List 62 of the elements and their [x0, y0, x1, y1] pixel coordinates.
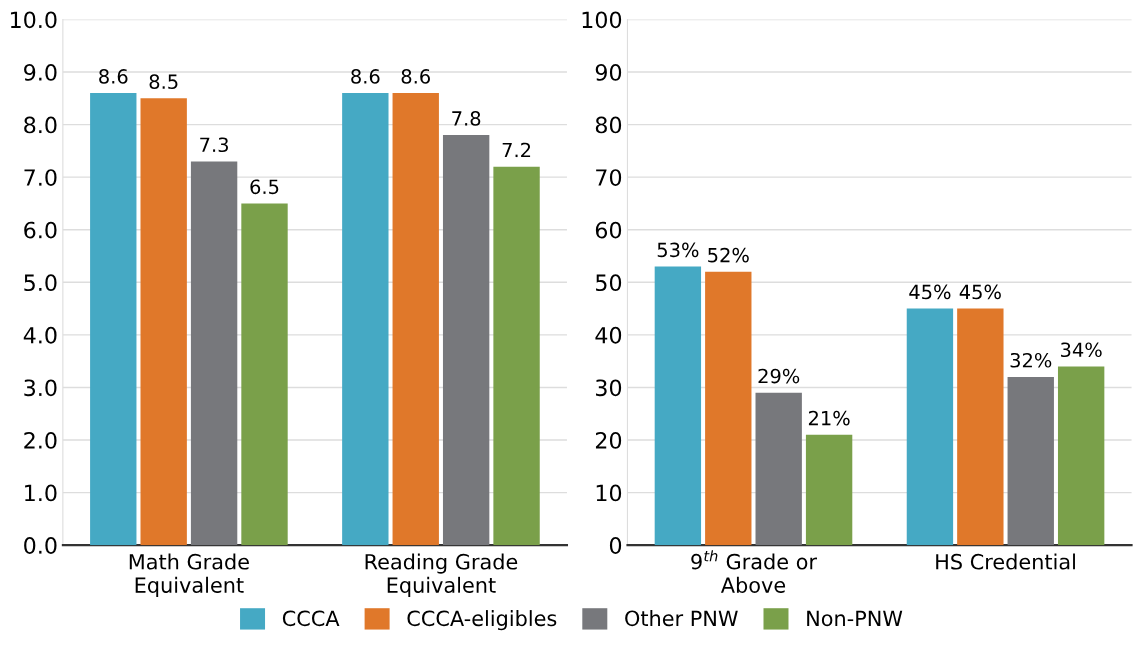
y-tick-label: 10: [596, 484, 622, 502]
y-tick-label: 80: [595, 116, 622, 134]
y-tick-label: 9.0: [24, 63, 57, 81]
data-label: 53%: [657, 242, 699, 258]
data-label: 52%: [708, 247, 749, 263]
y-tick-label: 10.0: [10, 11, 57, 29]
legend-label: CCCA: [282, 610, 340, 627]
data-label: 8.6: [401, 69, 430, 84]
bar: [755, 392, 802, 546]
legend-label: Non-PNW: [807, 610, 903, 627]
data-label: 45%: [909, 284, 951, 300]
bar: [1007, 376, 1054, 546]
data-label: 7.8: [452, 111, 481, 126]
data-label: 8.5: [149, 74, 178, 89]
y-tick-label: 70: [596, 169, 622, 186]
bar: [342, 93, 389, 546]
data-label: 8.6: [99, 69, 128, 84]
x-tick-label: Reading Grade Equivalent: [365, 553, 518, 597]
bar: [957, 308, 1004, 546]
y-tick-label: 20: [595, 431, 622, 449]
bar: [1057, 366, 1105, 546]
bar: [241, 203, 288, 546]
bar: [654, 266, 702, 546]
y-tick-label: 40: [595, 326, 622, 344]
x-tick-label: HS Credential: [936, 553, 1075, 570]
y-tick-label: 2.0: [24, 431, 57, 449]
bar: [392, 93, 439, 546]
y-tick-label: 0.0: [24, 537, 57, 554]
y-tick-label: 50: [596, 274, 622, 292]
y-tick-label: 60: [595, 221, 622, 239]
legend-label: Other PNW: [625, 610, 738, 627]
bar: [805, 434, 853, 546]
bar: [140, 98, 187, 546]
bar: [442, 135, 490, 546]
data-label: 7.3: [200, 137, 228, 153]
bar: [906, 308, 954, 546]
y-tick-label: 4.0: [23, 326, 57, 344]
bar: [90, 93, 137, 546]
x-tick-label: 9$^{th}$ Grade or Above: [691, 550, 818, 593]
y-tick-label: 0: [609, 537, 622, 554]
data-label: 8.6: [351, 69, 380, 84]
y-tick-label: 30: [596, 379, 622, 397]
data-label: 29%: [758, 368, 800, 384]
y-tick-label: 90: [595, 63, 622, 81]
data-label: 34%: [1061, 342, 1102, 358]
y-tick-label: 5.0: [24, 274, 57, 292]
bar: [493, 166, 540, 546]
data-label: 6.5: [250, 179, 279, 195]
y-tick-label: 1.0: [25, 484, 57, 502]
y-tick-label: 6.0: [24, 221, 57, 239]
data-label: 21%: [808, 410, 850, 426]
data-label: 7.2: [502, 142, 531, 158]
legend-label: CCCA-eligibles: [407, 610, 557, 631]
y-tick-label: 3.0: [24, 379, 57, 397]
y-tick-label: 7.0: [24, 169, 57, 186]
x-tick-label: Math Grade Equivalent: [129, 553, 249, 597]
data-label: 45%: [959, 284, 1001, 300]
bar: [190, 161, 238, 546]
y-tick-label: 8.0: [24, 116, 57, 134]
bar: [705, 271, 752, 546]
y-tick-label: 100: [582, 11, 622, 29]
data-label: 32%: [1010, 352, 1052, 368]
